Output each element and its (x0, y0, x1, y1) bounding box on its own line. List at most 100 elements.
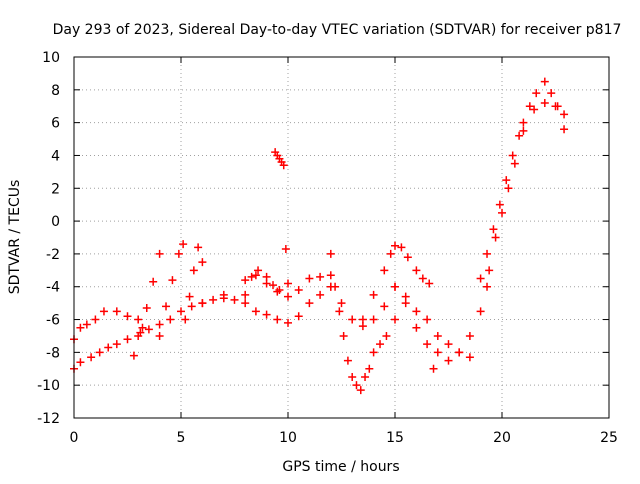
data-point (412, 307, 421, 316)
data-series (70, 77, 569, 395)
data-point (433, 348, 442, 357)
data-point (136, 328, 145, 337)
data-point (476, 274, 485, 283)
data-point (391, 282, 399, 291)
data-point (91, 315, 100, 324)
data-point (491, 233, 500, 242)
data-point (380, 266, 389, 275)
data-point (142, 304, 151, 313)
data-point (262, 272, 271, 281)
data-point (269, 281, 278, 290)
data-point (530, 105, 539, 114)
data-point (412, 266, 421, 275)
grid (74, 57, 609, 418)
data-point (155, 320, 164, 329)
data-point (316, 290, 325, 299)
series-low-track (423, 282, 492, 365)
data-point (281, 244, 290, 253)
data-point (369, 290, 378, 299)
data-point (560, 110, 569, 119)
data-point (162, 302, 171, 311)
data-point (560, 125, 569, 134)
y-tick-label: -12 (37, 411, 60, 427)
x-axis-label: GPS time / hours (282, 459, 399, 475)
data-point (326, 271, 335, 280)
y-tick-label: 6 (51, 116, 60, 132)
x-tick-label: 15 (386, 430, 404, 446)
data-point (294, 286, 303, 295)
data-point (241, 276, 250, 285)
data-point (412, 323, 421, 332)
data-point (76, 358, 85, 367)
data-point (187, 302, 196, 311)
data-point (337, 299, 346, 308)
data-point (174, 249, 183, 258)
data-point (425, 279, 434, 288)
data-point (198, 299, 207, 308)
data-point (358, 315, 367, 324)
data-point (123, 335, 132, 344)
data-point (181, 315, 190, 324)
data-point (254, 266, 263, 275)
data-point (76, 323, 85, 332)
data-point (551, 102, 560, 111)
data-point (483, 249, 492, 258)
series-isolated-point (281, 244, 290, 253)
data-point (251, 307, 260, 316)
data-point (489, 225, 498, 234)
data-point (168, 276, 177, 285)
data-point (144, 325, 153, 334)
series-valley-track (326, 249, 399, 395)
series-isolated-cluster (271, 148, 288, 170)
data-point (284, 318, 292, 327)
data-point (112, 307, 121, 316)
data-point (382, 331, 391, 340)
data-point (352, 381, 361, 390)
chart-title: Day 293 of 2023, Sidereal Day-to-day VTE… (53, 22, 622, 38)
data-point (418, 274, 427, 283)
series-rise-track (476, 77, 569, 283)
x-tick-label: 0 (70, 430, 79, 446)
series-bump-track (198, 271, 335, 308)
data-point (251, 271, 260, 280)
data-point (369, 315, 378, 324)
data-point (403, 253, 412, 262)
data-point (401, 292, 410, 301)
data-point (498, 208, 506, 217)
data-point (365, 364, 374, 373)
data-point (476, 307, 485, 316)
x-tick-label: 25 (600, 430, 618, 446)
data-point (273, 315, 282, 324)
x-tick-label: 5 (177, 430, 186, 446)
data-point (525, 102, 534, 111)
data-point (483, 282, 492, 291)
data-point (185, 292, 194, 301)
series-shallow-track (326, 282, 421, 332)
data-point (279, 161, 288, 170)
y-tick-label: 8 (51, 83, 60, 99)
data-point (519, 126, 528, 135)
y-tick-label: -8 (46, 345, 60, 361)
data-point (149, 277, 158, 286)
data-point (189, 266, 198, 275)
data-point (294, 312, 303, 321)
data-point (209, 295, 218, 304)
series-steep-segment-1 (129, 249, 164, 360)
data-point (155, 249, 164, 258)
data-point (369, 348, 378, 357)
series-track-a (70, 282, 335, 373)
data-point (284, 279, 292, 288)
data-point (508, 151, 517, 160)
data-point (380, 302, 389, 311)
data-point (123, 312, 132, 321)
data-point (547, 89, 556, 98)
series-outlier (429, 364, 438, 373)
y-tick-label: -6 (46, 313, 60, 329)
data-point (348, 315, 357, 324)
data-point (391, 241, 399, 250)
data-point (386, 249, 395, 258)
y-tick-label: 10 (42, 50, 60, 66)
data-point (504, 184, 513, 193)
